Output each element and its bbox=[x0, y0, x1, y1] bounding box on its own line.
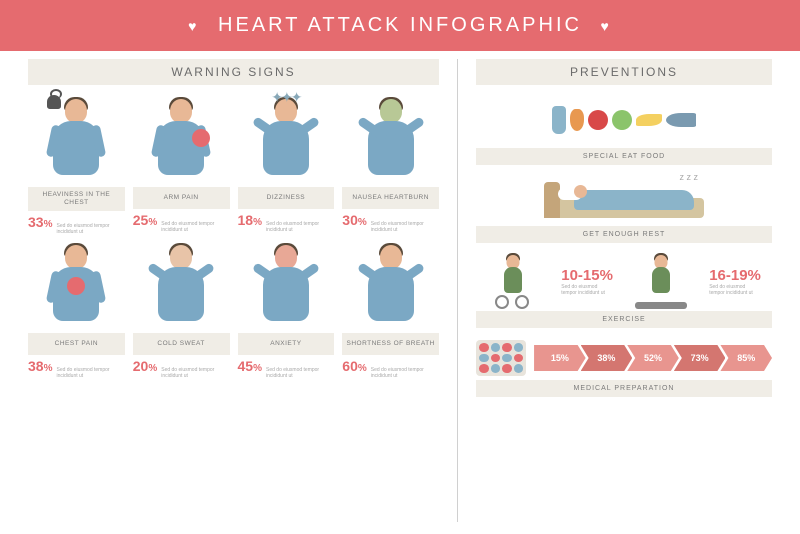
warning-label: DIZZINESS bbox=[238, 187, 335, 209]
carrot-icon bbox=[570, 109, 584, 131]
warning-stat: 38% Sed do eiusmod tempor incididunt ut bbox=[28, 358, 125, 379]
warning-lorem: Sed do eiusmod tempor incididunt ut bbox=[266, 221, 334, 233]
progress-arrow: 15% bbox=[534, 345, 586, 371]
warning-grid: HEAVINESS IN THE CHEST 33% Sed do eiusmo… bbox=[28, 95, 439, 379]
pill-pack-icon bbox=[476, 340, 526, 376]
warning-pct: 45% bbox=[238, 358, 262, 374]
fish-icon bbox=[666, 113, 696, 127]
warning-pct: 18% bbox=[238, 212, 262, 228]
treadmill-figure bbox=[635, 253, 687, 309]
prevention-exercise: 10-15% Sed do eiusmod tempor incididunt … bbox=[476, 251, 772, 328]
exercise-label: EXERCISE bbox=[476, 311, 772, 328]
food-label: SPECIAL EAT FOOD bbox=[476, 148, 772, 165]
lettuce-icon bbox=[612, 110, 632, 130]
warning-card: ANXIETY 45% Sed do eiusmod tempor incidi… bbox=[238, 241, 335, 379]
content-area: WARNING SIGNS HEAVINESS IN THE CHEST 33%… bbox=[0, 51, 800, 534]
warning-card: CHEST PAIN 38% Sed do eiusmod tempor inc… bbox=[28, 241, 125, 379]
banana-icon bbox=[636, 114, 662, 126]
warning-lorem: Sed do eiusmod tempor incididunt ut bbox=[371, 367, 439, 379]
medical-label: MEDICAL PREPARATION bbox=[476, 380, 772, 397]
medical-illustration: 15%38%52%73%85% bbox=[476, 336, 772, 380]
medical-arrows: 15%38%52%73%85% bbox=[534, 345, 772, 371]
bike-figure bbox=[487, 253, 539, 309]
warning-lorem: Sed do eiusmod tempor incididunt ut bbox=[161, 367, 229, 379]
prevention-section-title: PREVENTIONS bbox=[476, 59, 772, 85]
warning-pct: 38% bbox=[28, 358, 52, 374]
exercise-lorem-right: Sed do eiusmod tempor incididunt ut bbox=[709, 284, 755, 296]
person-figure bbox=[144, 241, 218, 333]
person-figure bbox=[354, 241, 428, 333]
warning-section-title: WARNING SIGNS bbox=[28, 59, 439, 85]
warning-pct: 25% bbox=[133, 212, 157, 228]
water-icon bbox=[552, 106, 566, 134]
warning-label: NAUSEA HEARTBURN bbox=[342, 187, 439, 209]
bed-illustration: z z z bbox=[476, 173, 772, 223]
prevention-food: SPECIAL EAT FOOD bbox=[476, 95, 772, 165]
warning-stat: 18% Sed do eiusmod tempor incididunt ut bbox=[238, 212, 335, 233]
person-figure bbox=[39, 95, 113, 187]
warning-stat: 33% Sed do eiusmod tempor incididunt ut bbox=[28, 214, 125, 235]
warning-card: NAUSEA HEARTBURN 30% Sed do eiusmod temp… bbox=[342, 95, 439, 235]
warning-pct: 33% bbox=[28, 214, 52, 230]
rest-label: GET ENOUGH REST bbox=[476, 226, 772, 243]
warning-card: ARM PAIN 25% Sed do eiusmod tempor incid… bbox=[133, 95, 230, 235]
prevention-medical: 15%38%52%73%85% MEDICAL PREPARATION bbox=[476, 336, 772, 397]
warning-label: HEAVINESS IN THE CHEST bbox=[28, 187, 125, 211]
warning-lorem: Sed do eiusmod tempor incididunt ut bbox=[371, 221, 439, 233]
warning-lorem: Sed do eiusmod tempor incididunt ut bbox=[266, 367, 334, 379]
warning-stat: 60% Sed do eiusmod tempor incididunt ut bbox=[342, 358, 439, 379]
warning-card: HEAVINESS IN THE CHEST 33% Sed do eiusmo… bbox=[28, 95, 125, 235]
warning-pct: 20% bbox=[133, 358, 157, 374]
warning-label: ANXIETY bbox=[238, 333, 335, 355]
warning-stat: 25% Sed do eiusmod tempor incididunt ut bbox=[133, 212, 230, 233]
progress-arrow: 38% bbox=[581, 345, 633, 371]
warning-pct: 60% bbox=[342, 358, 366, 374]
warning-card: COLD SWEAT 20% Sed do eiusmod tempor inc… bbox=[133, 241, 230, 379]
warning-lorem: Sed do eiusmod tempor incididunt ut bbox=[161, 221, 229, 233]
exercise-pct-left: 10-15% bbox=[561, 267, 613, 284]
prevention-rest: z z z GET ENOUGH REST bbox=[476, 173, 772, 243]
warning-label: CHEST PAIN bbox=[28, 333, 125, 355]
warning-label: ARM PAIN bbox=[133, 187, 230, 209]
warning-stat: 30% Sed do eiusmod tempor incididunt ut bbox=[342, 212, 439, 233]
person-figure: ✦✦✦ bbox=[249, 95, 323, 187]
warning-pct: 30% bbox=[342, 212, 366, 228]
warning-label: SHORTNESS OF BREATH bbox=[342, 333, 439, 355]
page-header: HEART ATTACK INFOGRAPHIC bbox=[0, 0, 800, 51]
preventions-section: PREVENTIONS SPECIAL EAT FOOD z z z GET E… bbox=[457, 59, 772, 522]
page-title: HEART ATTACK INFOGRAPHIC bbox=[218, 14, 582, 36]
person-figure bbox=[39, 241, 113, 333]
person-figure bbox=[249, 241, 323, 333]
warning-lorem: Sed do eiusmod tempor incididunt ut bbox=[56, 367, 124, 379]
exercise-illustration: 10-15% Sed do eiusmod tempor incididunt … bbox=[476, 251, 772, 311]
progress-arrow: 52% bbox=[627, 345, 679, 371]
warning-card: SHORTNESS OF BREATH 60% Sed do eiusmod t… bbox=[342, 241, 439, 379]
warning-label: COLD SWEAT bbox=[133, 333, 230, 355]
warning-stat: 20% Sed do eiusmod tempor incididunt ut bbox=[133, 358, 230, 379]
apple-icon bbox=[588, 110, 608, 130]
warning-card: ✦✦✦ DIZZINESS 18% Sed do eiusmod tempor … bbox=[238, 95, 335, 235]
food-icons bbox=[476, 95, 772, 145]
person-figure bbox=[144, 95, 218, 187]
person-figure bbox=[354, 95, 428, 187]
progress-arrow: 73% bbox=[674, 345, 726, 371]
exercise-lorem-left: Sed do eiusmod tempor incididunt ut bbox=[561, 284, 607, 296]
warning-lorem: Sed do eiusmod tempor incididunt ut bbox=[56, 223, 124, 235]
warning-stat: 45% Sed do eiusmod tempor incididunt ut bbox=[238, 358, 335, 379]
progress-arrow: 85% bbox=[720, 345, 772, 371]
sleep-icon: z z z bbox=[680, 172, 699, 182]
warning-signs-section: WARNING SIGNS HEAVINESS IN THE CHEST 33%… bbox=[28, 59, 457, 522]
exercise-pct-right: 16-19% bbox=[709, 267, 761, 284]
